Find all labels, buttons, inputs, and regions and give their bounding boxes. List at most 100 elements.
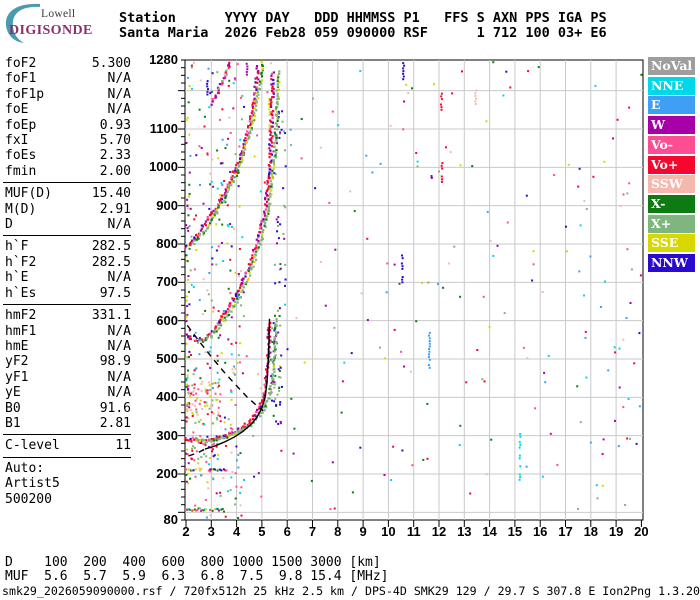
param-row: C-level 11 <box>5 438 131 453</box>
x-axis-label: 4 <box>232 524 241 539</box>
param-row: M(D) 2.91 <box>5 202 131 217</box>
param-label: foE <box>5 102 29 118</box>
param-label: foF2 <box>5 56 37 71</box>
param-row: foEp 0.93 <box>5 118 131 133</box>
param-row: MUF(D) 15.40 <box>5 186 131 201</box>
param-row: hmF1 N/A <box>5 324 131 339</box>
legend-item-x-: X- <box>648 194 695 213</box>
param-value: 282.5 <box>91 254 131 270</box>
legend-label: SSW <box>651 176 683 192</box>
param-value: N/A <box>107 369 131 385</box>
panel-divider <box>3 182 131 184</box>
scaled-parameters-panel: foF2 5.300 foF1 N/A foF1p N/A foE N/A foEp 0.93 fx… <box>3 56 131 507</box>
param-label: foF1 <box>5 71 37 87</box>
status-bar: smk29_2026059090000.rsf / 720fx512h 25 k… <box>2 584 700 598</box>
x-axis-label: 13 <box>457 524 472 539</box>
param-row: yF1 N/A <box>5 370 131 385</box>
param-value: 97.5 <box>99 285 131 301</box>
legend-label: X+ <box>651 215 672 231</box>
legend-label: NoVal <box>651 58 693 73</box>
ionogram-plot <box>178 59 644 527</box>
param-label: B1 <box>5 415 21 431</box>
legend-label: NNE <box>651 77 684 93</box>
param-value: 11 <box>115 438 131 454</box>
param-row: foEs 2.33 <box>5 148 131 163</box>
param-value: N/A <box>107 323 131 339</box>
param-value: N/A <box>107 338 131 354</box>
param-label: B0 <box>5 400 21 416</box>
param-value: 15.40 <box>91 186 131 202</box>
param-row: foF1p N/A <box>5 87 131 102</box>
y-axis-label: 900 <box>156 197 178 213</box>
param-row: fmin 2.00 <box>5 164 131 179</box>
y-axis-label: 1280 <box>149 52 178 67</box>
y-axis-label: 400 <box>156 389 178 405</box>
x-axis-label: 10 <box>381 524 396 539</box>
x-axis-label: 19 <box>608 524 624 539</box>
param-row: h`Es 97.5 <box>5 286 131 301</box>
legend-item-sse: SSE <box>648 234 695 253</box>
x-axis-label: 2 <box>182 524 190 539</box>
artist-trace-overlays <box>186 318 271 457</box>
legend-item-noval: NoVal <box>648 57 695 75</box>
param-label: h`Es <box>5 285 37 301</box>
logo-lowell-text: Lowell <box>41 8 76 20</box>
param-label: C-level <box>5 438 60 454</box>
x-axis-label: 15 <box>507 524 523 539</box>
y-axis-label: 700 <box>156 274 178 290</box>
param-label: fmin <box>5 163 37 179</box>
param-label: yF2 <box>5 354 29 370</box>
param-label: hmF2 <box>5 308 37 324</box>
param-row: fxI 5.70 <box>5 133 131 148</box>
param-row: h`F 282.5 <box>5 239 131 254</box>
panel-divider <box>3 235 131 237</box>
param-label: yF1 <box>5 369 29 385</box>
y-axis-label: 1000 <box>149 159 178 175</box>
muf-distance-row: D 100 200 400 600 800 1000 1500 3000 [km… <box>5 555 381 570</box>
param-value: 5.70 <box>99 133 131 149</box>
legend-label: Vo- <box>651 136 674 152</box>
legend-label: SSE <box>651 235 679 251</box>
param-row: hmF2 331.1 <box>5 308 131 323</box>
param-label: hmF1 <box>5 323 37 339</box>
param-value: 2.00 <box>99 163 131 179</box>
param-label: D <box>5 217 13 233</box>
x-axis-label: 11 <box>406 524 421 539</box>
x-axis-label: 16 <box>532 524 548 539</box>
param-row: B1 2.81 <box>5 416 131 431</box>
panel-divider <box>3 304 131 306</box>
param-value: 282.5 <box>91 239 131 255</box>
header-column-titles: Station YYYY DAY DDD HHMMSS P1 FFS S AXN… <box>119 10 607 26</box>
x-axis-label: 6 <box>283 524 291 539</box>
x-axis-label: 8 <box>334 524 342 539</box>
legend-item-x+: X+ <box>648 214 695 233</box>
x-axis-label: 20 <box>634 524 649 539</box>
muf-frequency-row: MUF 5.6 5.7 5.9 6.3 6.8 7.5 9.8 15.4 [MH… <box>5 568 389 584</box>
param-label: h`E <box>5 270 29 286</box>
param-row: D N/A <box>5 217 131 232</box>
legend-item-vo+: Vo+ <box>648 155 695 174</box>
param-label: yE <box>5 385 21 401</box>
param-row: yE N/A <box>5 385 131 400</box>
param-value: 91.6 <box>99 400 131 416</box>
param-value: 331.1 <box>91 308 131 324</box>
param-value: 98.9 <box>99 354 131 370</box>
x-axis-label: 17 <box>558 524 573 539</box>
param-value: 2.33 <box>99 148 131 164</box>
param-label: hmE <box>5 338 29 354</box>
legend-item-ssw: SSW <box>648 175 695 194</box>
x-axis-label: 18 <box>583 524 599 539</box>
y-axis-label: 200 <box>156 466 178 481</box>
legend-item-w: W <box>648 116 695 135</box>
x-axis-label: 9 <box>359 524 367 539</box>
x-axis-label: 12 <box>431 524 447 539</box>
echo-traces <box>184 60 281 444</box>
param-row: foE N/A <box>5 102 131 117</box>
legend-label: NNW <box>651 255 688 270</box>
param-label: foEs <box>5 148 37 164</box>
param-value: 2.81 <box>99 415 131 431</box>
param-label: foEp <box>5 117 37 133</box>
param-row: h`E N/A <box>5 270 131 285</box>
y-axis-label: 600 <box>156 312 178 328</box>
param-label: fxI <box>5 133 29 149</box>
